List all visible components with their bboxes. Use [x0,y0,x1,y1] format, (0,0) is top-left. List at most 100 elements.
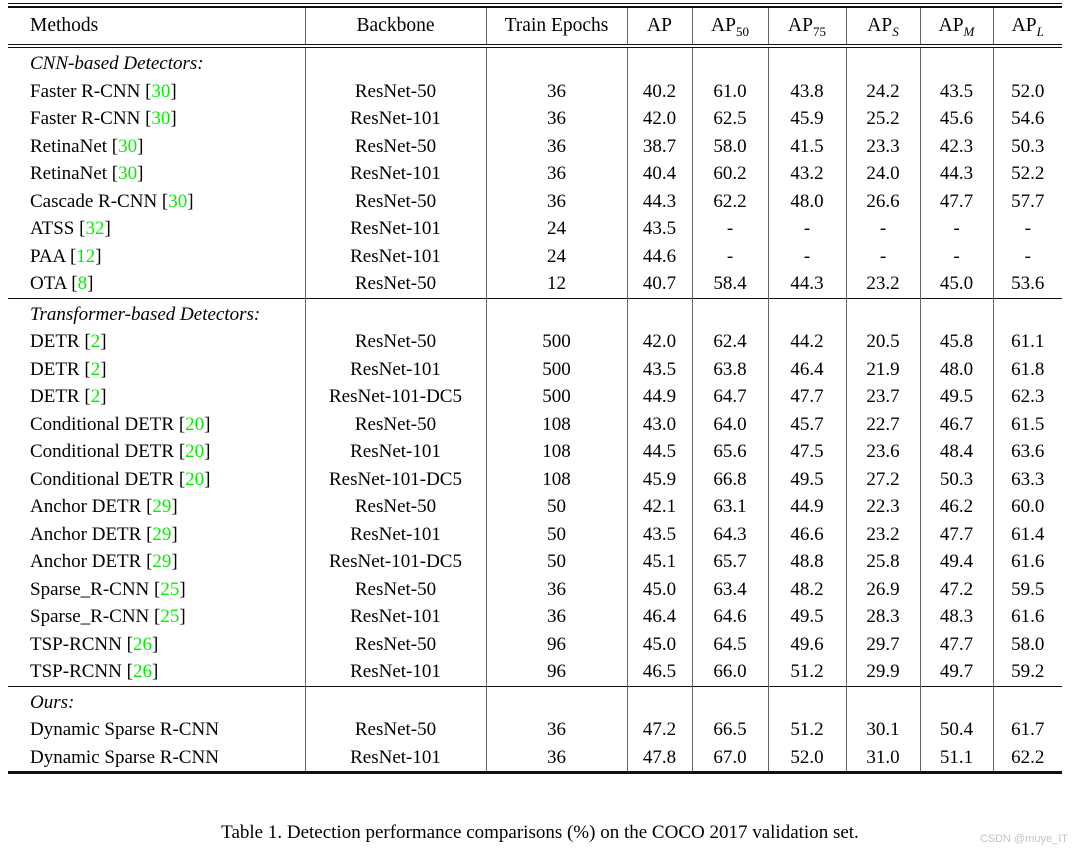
method-cell: Faster R-CNN [30] [8,105,306,133]
empty-cell [993,686,1062,716]
empty-cell [486,686,628,716]
empty-cell [627,46,693,78]
method-cell: Conditional DETR [20] [8,438,306,466]
results-table-container: Methods Backbone Train Epochs AP AP50 AP75 APS… [8,3,1062,774]
empty-cell [692,298,769,328]
backbone-cell: ResNet-101 [305,743,487,771]
metric-cell: - [1024,245,1031,267]
epochs-cell: 36 [486,105,628,133]
citation-ref: 8 [77,273,88,294]
metric-cell: 63.8 [692,355,769,383]
section-label: Ours: [8,686,306,716]
metric-cell: 46.4 [627,603,693,631]
metric-cell: 64.7 [692,383,769,411]
table-row: Conditional DETR [20] ResNet-50 108 43.0 64.… [8,410,1062,438]
metric-cell: 45.8 [920,328,994,356]
metric-cell: 44.2 [768,328,847,356]
metric-cell: 21.9 [846,355,921,383]
metric-cell: 63.3 [1011,468,1045,490]
metric-cell: 47.7 [920,520,994,548]
metric-cell: - [846,215,921,243]
metric-cell: 45.9 [627,465,693,493]
empty-cell [920,686,994,716]
metric-cell: 43.2 [768,160,847,188]
backbone-cell: ResNet-101 [305,603,487,631]
metric-cell: - [920,215,994,243]
metric-cell: - [920,242,994,270]
method-cell: Dynamic Sparse R-CNN [8,743,306,771]
citation-ref: 20 [185,413,205,435]
header-subscript: 50 [735,23,749,39]
method-cell: Sparse_R-CNN [25] [8,603,306,631]
metric-cell: 66.8 [692,465,769,493]
metric-cell: 29.7 [846,630,921,658]
section-label: Transformer-based Detectors: [8,298,306,328]
section-label-row: CNN-based Detectors: [8,46,1062,78]
column-header-ap: AP [627,8,693,48]
metric-cell: 62.5 [692,105,769,133]
table-row: Sparse_R-CNN [25] ResNet-101 36 46.4 64.6 49.… [8,603,1062,631]
metric-cell: 62.2 [1011,746,1045,768]
table-row: RetinaNet [30] ResNet-101 36 40.4 60.2 43.2 24… [8,160,1062,188]
empty-cell [993,298,1062,328]
metric-cell: 61.0 [692,77,769,105]
metric-cell: 46.6 [768,520,847,548]
table-row: Anchor DETR [29] ResNet-101-DC5 50 45.1 65.7… [8,548,1062,576]
metric-cell: 64.0 [692,410,769,438]
metric-cell: 62.2 [692,187,769,215]
table-top-rule [8,3,1062,8]
epochs-cell: 50 [486,548,628,576]
empty-cell [627,298,693,328]
method-cell: Dynamic Sparse R-CNN [8,716,306,744]
metric-cell: 48.0 [920,355,994,383]
table-row: Conditional DETR [20] ResNet-101 108 44.5 65… [8,438,1062,466]
epochs-cell: 36 [486,603,628,631]
metric-cell: 43.8 [768,77,847,105]
metric-cell: 47.8 [627,743,693,771]
metric-cell: 51.2 [768,716,847,744]
table-row: OTA [8] ResNet-50 12 40.7 58.4 44.3 23.2 45.0 53… [8,270,1062,298]
metric-cell: 44.3 [920,160,994,188]
table-row: RetinaNet [30] ResNet-50 36 38.7 58.0 41.5 23.… [8,132,1062,160]
empty-cell [486,46,628,78]
metric-cell: 52.0 [768,743,847,771]
epochs-cell: 24 [486,215,628,243]
empty-cell [768,298,847,328]
metric-cell: 61.8 [1011,358,1045,380]
table-header: Methods Backbone Train Epochs AP AP50 AP75 APS… [8,8,1062,48]
header-subscript: S [892,23,899,39]
empty-cell [768,46,847,78]
citation-ref: 29 [152,523,172,545]
metric-cell: 63.4 [692,575,769,603]
metric-cell: 64.3 [692,520,769,548]
metric-cell: 43.5 [627,520,693,548]
metric-cell: 46.2 [920,493,994,521]
table-row: Sparse_R-CNN [25] ResNet-50 36 45.0 63.4 48.2… [8,575,1062,603]
empty-cell [768,686,847,716]
backbone-cell: ResNet-50 [305,410,487,438]
metric-cell: 47.5 [768,438,847,466]
metric-cell: 22.7 [846,410,921,438]
backbone-cell: ResNet-50 [305,716,487,744]
epochs-cell: 12 [486,270,628,298]
metric-cell: 38.7 [627,132,693,160]
method-cell: DETR [2] [8,383,306,411]
metric-cell: 48.3 [920,603,994,631]
metric-cell: 50.3 [920,465,994,493]
backbone-cell: ResNet-50 [305,493,487,521]
table-row: Dynamic Sparse R-CNN ResNet-101 36 47.8 67.0… [8,743,1062,771]
epochs-cell: 36 [486,132,628,160]
table-row: DETR [2] ResNet-101 500 43.5 63.8 46.4 21.9 48.… [8,355,1062,383]
column-header-methods: Methods [8,8,306,48]
epochs-cell: 36 [486,187,628,215]
metric-cell: - [692,242,769,270]
epochs-cell: 50 [486,520,628,548]
backbone-cell: ResNet-101 [305,438,487,466]
method-cell: Conditional DETR [20] [8,410,306,438]
method-cell: Anchor DETR [29] [8,493,306,521]
watermark: CSDN @muye_IT [979,833,1068,845]
metric-cell: 53.6 [1011,273,1045,294]
metric-cell: 48.0 [768,187,847,215]
metric-cell: 52.0 [1011,80,1045,102]
metric-cell: 48.2 [768,575,847,603]
